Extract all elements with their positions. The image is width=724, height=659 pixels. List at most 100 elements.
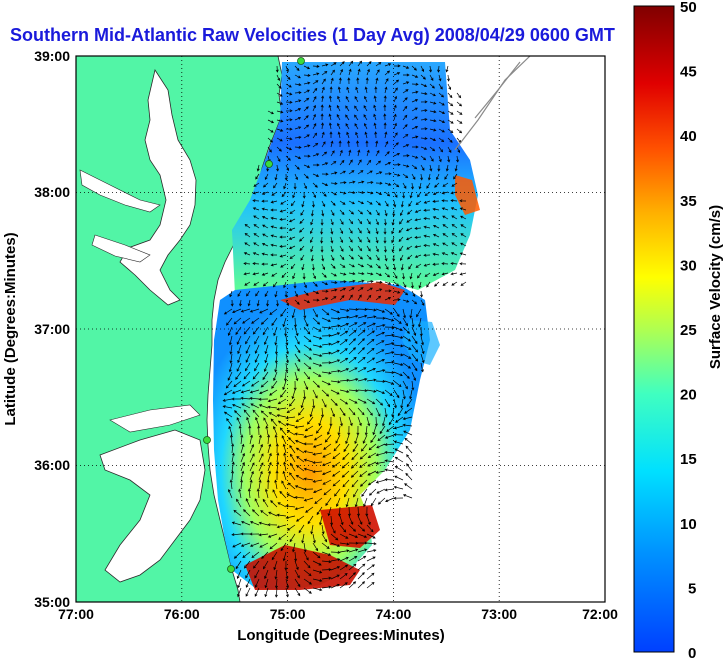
velocity-arrow [223, 308, 233, 315]
velocity-arrow [274, 479, 278, 490]
velocity-arrow [359, 452, 368, 460]
velocity-arrow [442, 224, 449, 229]
velocity-vectors [222, 60, 467, 598]
velocity-arrow [393, 122, 397, 130]
velocity-arrow [357, 279, 365, 283]
velocity-arrow [341, 470, 350, 478]
velocity-arrow [403, 73, 410, 77]
velocity-arrow [249, 434, 254, 445]
velocity-arrow [321, 70, 328, 76]
isobath-contour [454, 56, 531, 151]
velocity-arrow [321, 334, 332, 338]
velocity-arrow [423, 243, 431, 247]
velocity-arrow [442, 281, 449, 286]
velocity-arrow [330, 182, 338, 186]
velocity-arrow [251, 551, 260, 559]
velocity-arrow [357, 322, 367, 328]
velocity-arrow [301, 200, 305, 208]
velocity-arrow [405, 227, 413, 232]
velocity-arrow [294, 432, 305, 436]
velocity-arrow [256, 164, 260, 172]
velocity-arrow [393, 191, 398, 198]
velocity-arrow [243, 272, 251, 276]
velocity-arrow [330, 389, 340, 395]
velocity-arrow [451, 182, 458, 187]
velocity-arrow [270, 225, 278, 229]
velocity-arrow [366, 272, 374, 276]
velocity-arrow [375, 389, 386, 394]
velocity-arrow [362, 434, 368, 444]
velocity-arrow [232, 308, 242, 314]
velocity-arrow [357, 263, 365, 268]
velocity-arrow [294, 353, 301, 363]
velocity-arrow [456, 110, 463, 115]
velocity-arrow [414, 209, 422, 213]
velocity-arrow [391, 218, 395, 226]
velocity-arrow [245, 587, 251, 597]
velocity-arrow [240, 396, 251, 400]
velocity-arrow [285, 83, 292, 88]
velocity-arrow [276, 414, 287, 418]
velocity-arrow [330, 263, 336, 269]
velocity-arrow [357, 272, 365, 276]
velocity-arrow [283, 182, 287, 190]
velocity-arrow [312, 542, 319, 552]
velocity-arrow [290, 263, 296, 270]
velocity-arrow [357, 254, 364, 260]
velocity-arrow [393, 353, 404, 357]
velocity-arrow [312, 335, 323, 340]
pamlico-sound [99, 429, 206, 583]
velocity-arrow [312, 533, 316, 544]
velocity-arrow [384, 488, 395, 492]
velocity-arrow [261, 272, 269, 276]
velocity-arrow [411, 74, 419, 78]
velocity-arrow [294, 587, 301, 597]
velocity-arrow [339, 389, 350, 394]
velocity-arrow [366, 407, 373, 416]
velocity-arrow [229, 479, 233, 490]
velocity-arrow [267, 434, 271, 445]
velocity-arrow [366, 524, 374, 533]
velocity-arrow [459, 272, 467, 276]
velocity-arrow [366, 263, 373, 268]
velocity-arrow [365, 140, 369, 148]
velocity-arrow [236, 569, 242, 579]
velocity-arrow [312, 182, 318, 188]
velocity-arrow [409, 191, 413, 199]
velocity-arrow [282, 551, 287, 562]
velocity-arrow [303, 299, 311, 303]
velocity-arrow [222, 398, 233, 402]
velocity-arrow [335, 434, 341, 444]
velocity-arrow [348, 159, 353, 166]
velocity-arrow [330, 150, 335, 157]
velocity-arrow [312, 398, 316, 409]
velocity-arrow [348, 416, 353, 427]
velocity-arrow [402, 173, 409, 179]
x-tick-label: 76:00 [164, 606, 200, 622]
velocity-arrow [416, 308, 422, 318]
velocity-arrow [375, 452, 386, 457]
colorbar-tick-label: 5 [688, 580, 696, 597]
velocity-arrow [366, 398, 376, 405]
velocity-arrow [375, 323, 386, 328]
velocity-arrow [303, 81, 311, 85]
velocity-arrow [450, 207, 458, 211]
velocity-arrow [267, 146, 272, 153]
velocity-arrow [384, 182, 392, 186]
velocity-arrow [253, 182, 260, 187]
velocity-arrow [251, 317, 260, 324]
velocity-arrow [447, 110, 454, 115]
velocity-arrow [285, 578, 290, 589]
velocity-arrow [375, 77, 379, 85]
velocity-arrow [321, 560, 332, 564]
velocity-arrow [290, 453, 296, 463]
velocity-arrow [438, 146, 444, 153]
velocity-arrow [370, 434, 377, 443]
velocity-arrow [330, 524, 336, 534]
velocity-arrow [357, 572, 365, 580]
velocity-arrow [366, 245, 371, 252]
velocity-arrow [345, 114, 350, 121]
velocity-arrow [245, 344, 251, 354]
velocity-arrow [238, 488, 242, 499]
velocity-arrow [375, 369, 386, 373]
